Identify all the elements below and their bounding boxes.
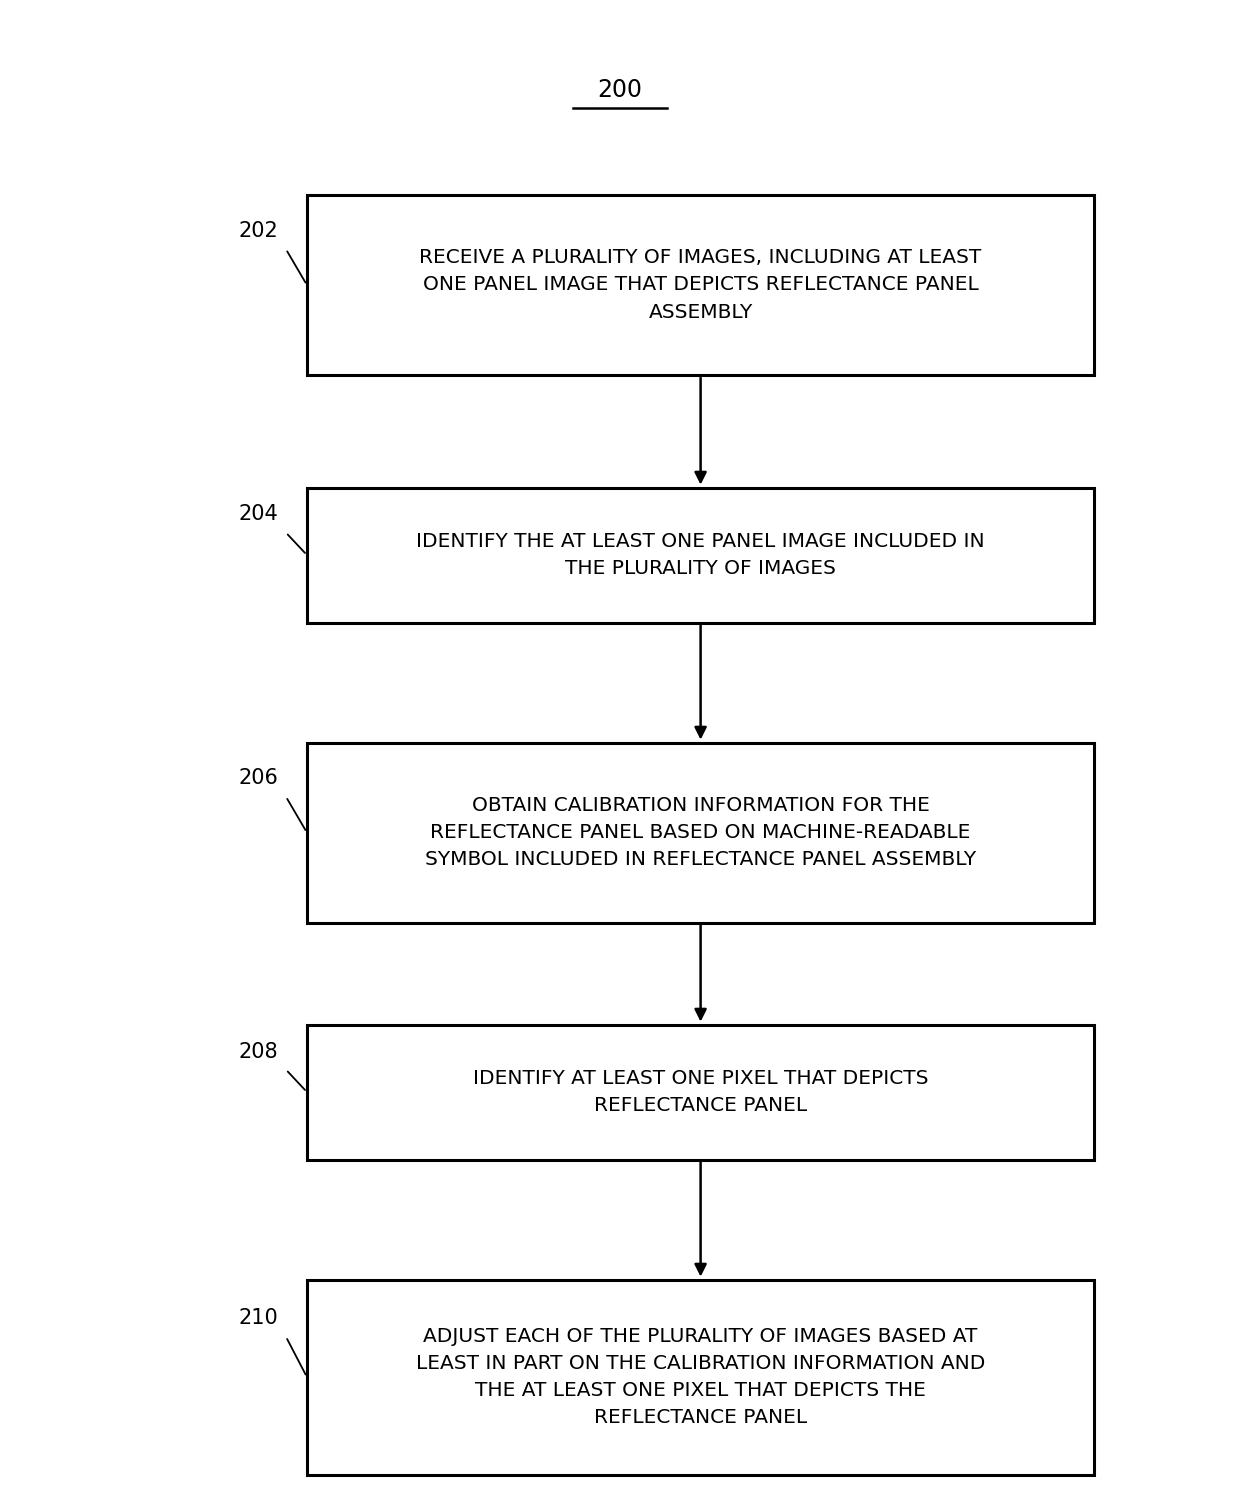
Text: RECEIVE A PLURALITY OF IMAGES, INCLUDING AT LEAST
ONE PANEL IMAGE THAT DEPICTS R: RECEIVE A PLURALITY OF IMAGES, INCLUDING… bbox=[419, 248, 982, 322]
Bar bbox=[306, 1280, 1094, 1474]
Text: ADJUST EACH OF THE PLURALITY OF IMAGES BASED AT
LEAST IN PART ON THE CALIBRATION: ADJUST EACH OF THE PLURALITY OF IMAGES B… bbox=[415, 1326, 986, 1428]
Text: 204: 204 bbox=[238, 504, 279, 525]
Bar bbox=[306, 195, 1094, 375]
Text: 202: 202 bbox=[238, 220, 279, 242]
Text: IDENTIFY AT LEAST ONE PIXEL THAT DEPICTS
REFLECTANCE PANEL: IDENTIFY AT LEAST ONE PIXEL THAT DEPICTS… bbox=[472, 1070, 929, 1114]
Text: 208: 208 bbox=[238, 1041, 278, 1062]
Bar bbox=[306, 742, 1094, 922]
Text: IDENTIFY THE AT LEAST ONE PANEL IMAGE INCLUDED IN
THE PLURALITY OF IMAGES: IDENTIFY THE AT LEAST ONE PANEL IMAGE IN… bbox=[417, 532, 985, 578]
Text: 200: 200 bbox=[598, 78, 642, 102]
Text: OBTAIN CALIBRATION INFORMATION FOR THE
REFLECTANCE PANEL BASED ON MACHINE-READAB: OBTAIN CALIBRATION INFORMATION FOR THE R… bbox=[425, 795, 976, 870]
Text: 206: 206 bbox=[238, 768, 279, 789]
Bar bbox=[306, 488, 1094, 622]
Text: 210: 210 bbox=[238, 1308, 279, 1329]
Bar bbox=[306, 1024, 1094, 1160]
